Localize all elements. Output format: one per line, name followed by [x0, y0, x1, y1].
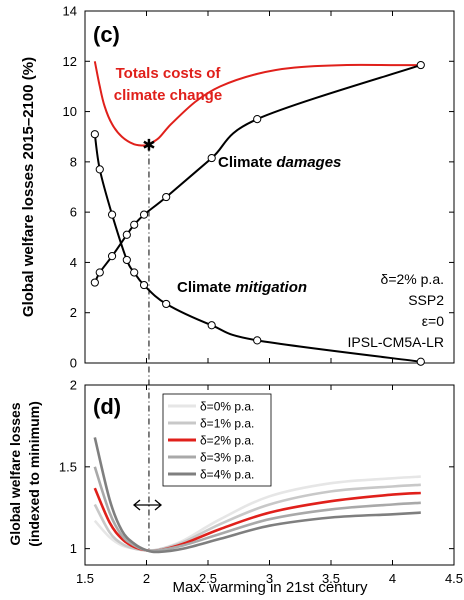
info-delta: δ=2% p.a.	[381, 271, 444, 287]
discount-series-line-2	[93, 487, 421, 553]
c-ytick-label: 6	[70, 205, 77, 220]
d-xtick-label: 3.5	[322, 571, 340, 586]
info-epsilon: ε=0	[422, 313, 444, 329]
d-ytick-label: 2	[70, 378, 77, 393]
data-point	[207, 321, 216, 330]
panel-d-series	[93, 437, 421, 554]
d-ytick-label: 1	[70, 541, 77, 556]
data-point	[130, 220, 139, 229]
d-xtick-label: 2.5	[199, 571, 217, 586]
data-point	[207, 153, 216, 163]
data-point	[90, 130, 99, 139]
data-point	[107, 210, 117, 219]
discount-series-line-1	[93, 483, 421, 552]
data-point	[162, 299, 171, 309]
info-ssp: SSP2	[408, 292, 444, 308]
panel-c-series	[90, 60, 425, 366]
damages-label-plain: Climate	[218, 154, 276, 171]
d-xtick-label: 2	[143, 571, 150, 586]
mitigation-label-italic: mitigation	[235, 279, 307, 296]
legend-label: δ=3% p.a.	[200, 451, 254, 465]
legend-label: δ=1% p.a.	[200, 417, 254, 431]
d-xtick-label: 4.5	[445, 571, 463, 586]
d-xtick-label: 3	[266, 571, 273, 586]
legend-label: δ=2% p.a.	[200, 434, 254, 448]
data-point	[253, 115, 262, 124]
total-costs-label-line1: Totals costs of	[116, 65, 222, 82]
double-arrow-icon	[132, 499, 163, 511]
d-xtick-label: 4	[389, 571, 396, 586]
mitigation-label: Climate mitigation	[177, 279, 307, 296]
data-point	[416, 60, 425, 70]
d-ytick-label: 1.5	[59, 459, 77, 474]
c-ytick-label: 12	[63, 54, 77, 69]
data-point	[122, 230, 131, 239]
legend-label: δ=4% p.a.	[200, 468, 254, 482]
discount-series-line-4	[93, 437, 421, 554]
c-ytick-label: 10	[63, 104, 77, 119]
data-point	[139, 210, 149, 219]
data-point	[122, 255, 131, 265]
legend-label: δ=0% p.a.	[200, 400, 254, 414]
c-ytick-label: 4	[70, 255, 77, 270]
panel-d-y-ticks: 11.52	[59, 378, 454, 556]
panel-d-label: (d)	[93, 394, 121, 419]
c-ytick-label: 0	[70, 356, 77, 371]
data-point	[95, 268, 104, 277]
data-point	[139, 280, 149, 290]
mitigation-label-plain: Climate	[177, 279, 235, 296]
panel-d-y-axis-label-line2: (indexed to minimum)	[26, 401, 42, 546]
data-point	[253, 336, 262, 345]
data-point	[130, 268, 139, 277]
data-point	[162, 192, 171, 202]
d-xtick-label: 1.5	[76, 571, 94, 586]
panel-d-legend: δ=0% p.a. δ=1% p.a. δ=2% p.a. δ=3% p.a. δ=4%…	[162, 393, 272, 487]
total-costs-label-line2: climate change	[114, 87, 222, 104]
damages-label: Climate damages	[218, 154, 341, 171]
info-model: IPSL-CM5A-LR	[348, 334, 444, 350]
c-ytick-label: 14	[63, 4, 77, 19]
c-ytick-label: 8	[70, 154, 77, 169]
panel-c-label: (c)	[93, 22, 120, 47]
data-point	[416, 357, 425, 366]
panel-c-frame	[84, 10, 455, 364]
panel-c-y-axis-label: Global welfare losses 2015–2100 (%)	[20, 57, 37, 317]
series-line-total	[93, 61, 421, 147]
c-ytick-label: 2	[70, 305, 77, 320]
data-point	[90, 278, 99, 287]
optimum-star-marker: ✱	[142, 138, 155, 155]
panel-c-y-ticks: 0 2 4 6 8 10 12 14	[63, 4, 455, 371]
data-point	[107, 252, 117, 261]
panel-d-x-ticks: 1.5 2 2.5 3 3.5 4 4.5	[76, 385, 463, 586]
x-axis-label: Max. warming in 21st century	[172, 579, 368, 596]
panel-d-y-axis-label-line1: Global welfare losses	[7, 402, 23, 545]
discount-series-line-3	[93, 466, 421, 553]
damages-label-italic: damages	[276, 154, 341, 171]
data-point	[95, 165, 104, 174]
